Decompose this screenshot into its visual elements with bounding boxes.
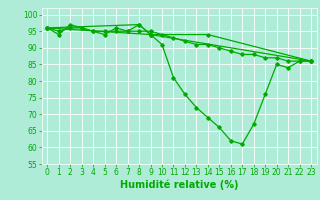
X-axis label: Humidité relative (%): Humidité relative (%) [120, 180, 238, 190]
